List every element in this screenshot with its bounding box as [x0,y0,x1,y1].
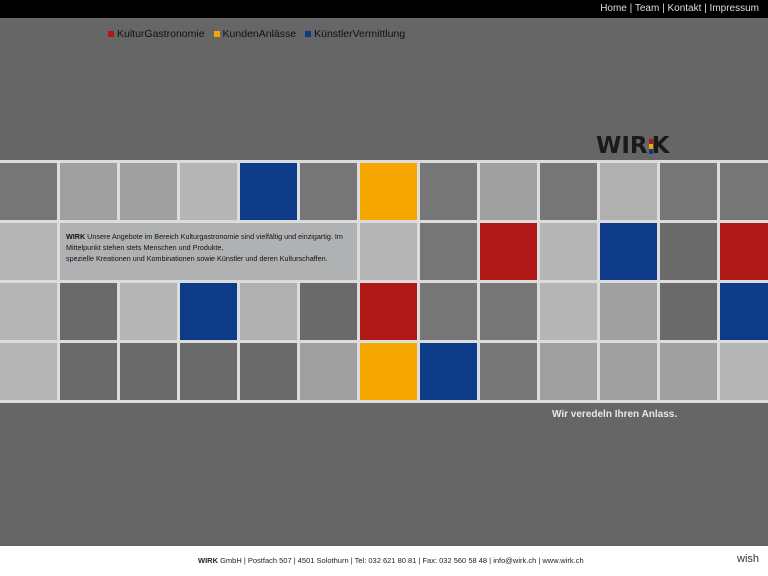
nav-home-link[interactable]: Home [600,3,627,14]
nav-separator: | [626,3,635,14]
grid-tile [720,343,768,400]
credit-link[interactable]: wish [737,553,760,565]
grid-tile [60,343,117,400]
grid-tile [300,283,357,340]
grid-tile [420,163,477,220]
grid-tile [0,283,57,340]
grid-tile [660,283,717,340]
blue-square-icon [305,31,312,37]
grid-tile [360,283,417,340]
grid-tile [660,223,717,280]
grid-tile [420,283,477,340]
grid-tile [420,223,477,280]
grid-tile [660,163,717,220]
grid-tile [120,163,177,220]
intro-line1: Unsere Angebote im Bereich Kulturgastron… [66,232,343,252]
footer-brand: WIRK [198,556,218,565]
category-kulturgastronomie[interactable]: KulturGastronomie [108,28,205,40]
nav-separator: | [659,3,668,14]
red-square-icon [108,31,114,37]
grid-tile [180,343,237,400]
grid-tile [360,163,417,220]
top-nav: Home | Team | Kontakt | Impressum [600,3,759,14]
category-label: KulturGastronomie [117,28,205,40]
grid-tile [360,343,417,400]
grid-tile [240,283,297,340]
grid-tile [600,163,657,220]
category-label: KünstlerVermittlung [314,28,406,40]
grid-tile [0,163,57,220]
grid-tile [300,163,357,220]
grid-tile [720,223,768,280]
grid-tile [0,343,57,400]
nav-separator: | [701,3,710,14]
grid-tile [180,163,237,220]
grid-tile [660,343,717,400]
footer: WIRK GmbH | Postfach 507 | 4501 Solothur… [0,546,768,576]
category-label: KundenAnlässe [222,28,297,40]
grid-tile [420,343,477,400]
grid-tile [0,223,57,280]
nav-impressum-link[interactable]: Impressum [709,3,759,14]
grid-tile [540,163,597,220]
grid-tile [720,283,768,340]
top-bar: Home | Team | Kontakt | Impressum [0,0,768,18]
grid-tile [480,163,537,220]
grid-tile [540,283,597,340]
grid-tile [600,223,657,280]
grid-tile [240,163,297,220]
category-kuenstlervermittlung[interactable]: KünstlerVermittlung [305,28,405,40]
grid-tile [240,343,297,400]
grid-tile [720,163,768,220]
grid-tile [180,283,237,340]
grid-tile [600,283,657,340]
grid-tile [480,343,537,400]
category-nav: KulturGastronomie KundenAnlässe Künstler… [108,28,405,40]
intro-text: WIRK Unsere Angebote im Bereich Kulturga… [60,223,357,280]
slogan: Wir veredeln Ihren Anlass. [552,409,678,420]
grid-tile [120,343,177,400]
grid-tile [60,163,117,220]
grid-tile [480,283,537,340]
grid-tile [600,343,657,400]
grid-tile [60,283,117,340]
orange-square-icon [213,31,220,37]
grid-tile [540,223,597,280]
wirk-logo[interactable]: WIR K [596,133,670,159]
grid-tile [540,343,597,400]
intro-brand: WIRK [66,232,86,241]
intro-line2: spezielle Kreationen und Kombinationen s… [66,253,328,263]
footer-details: GmbH | Postfach 507 | 4501 Solothurn | T… [218,556,584,565]
nav-kontakt-link[interactable]: Kontakt [667,3,702,14]
logo-color-mark [648,138,653,154]
grid-tile [480,223,537,280]
grid-tile [120,283,177,340]
grid-tile [360,223,417,280]
footer-contact: WIRK GmbH | Postfach 507 | 4501 Solothur… [198,556,584,565]
grid-tile [300,343,357,400]
category-kundenanlaesse[interactable]: KundenAnlässe [213,28,297,40]
nav-team-link[interactable]: Team [634,3,660,14]
